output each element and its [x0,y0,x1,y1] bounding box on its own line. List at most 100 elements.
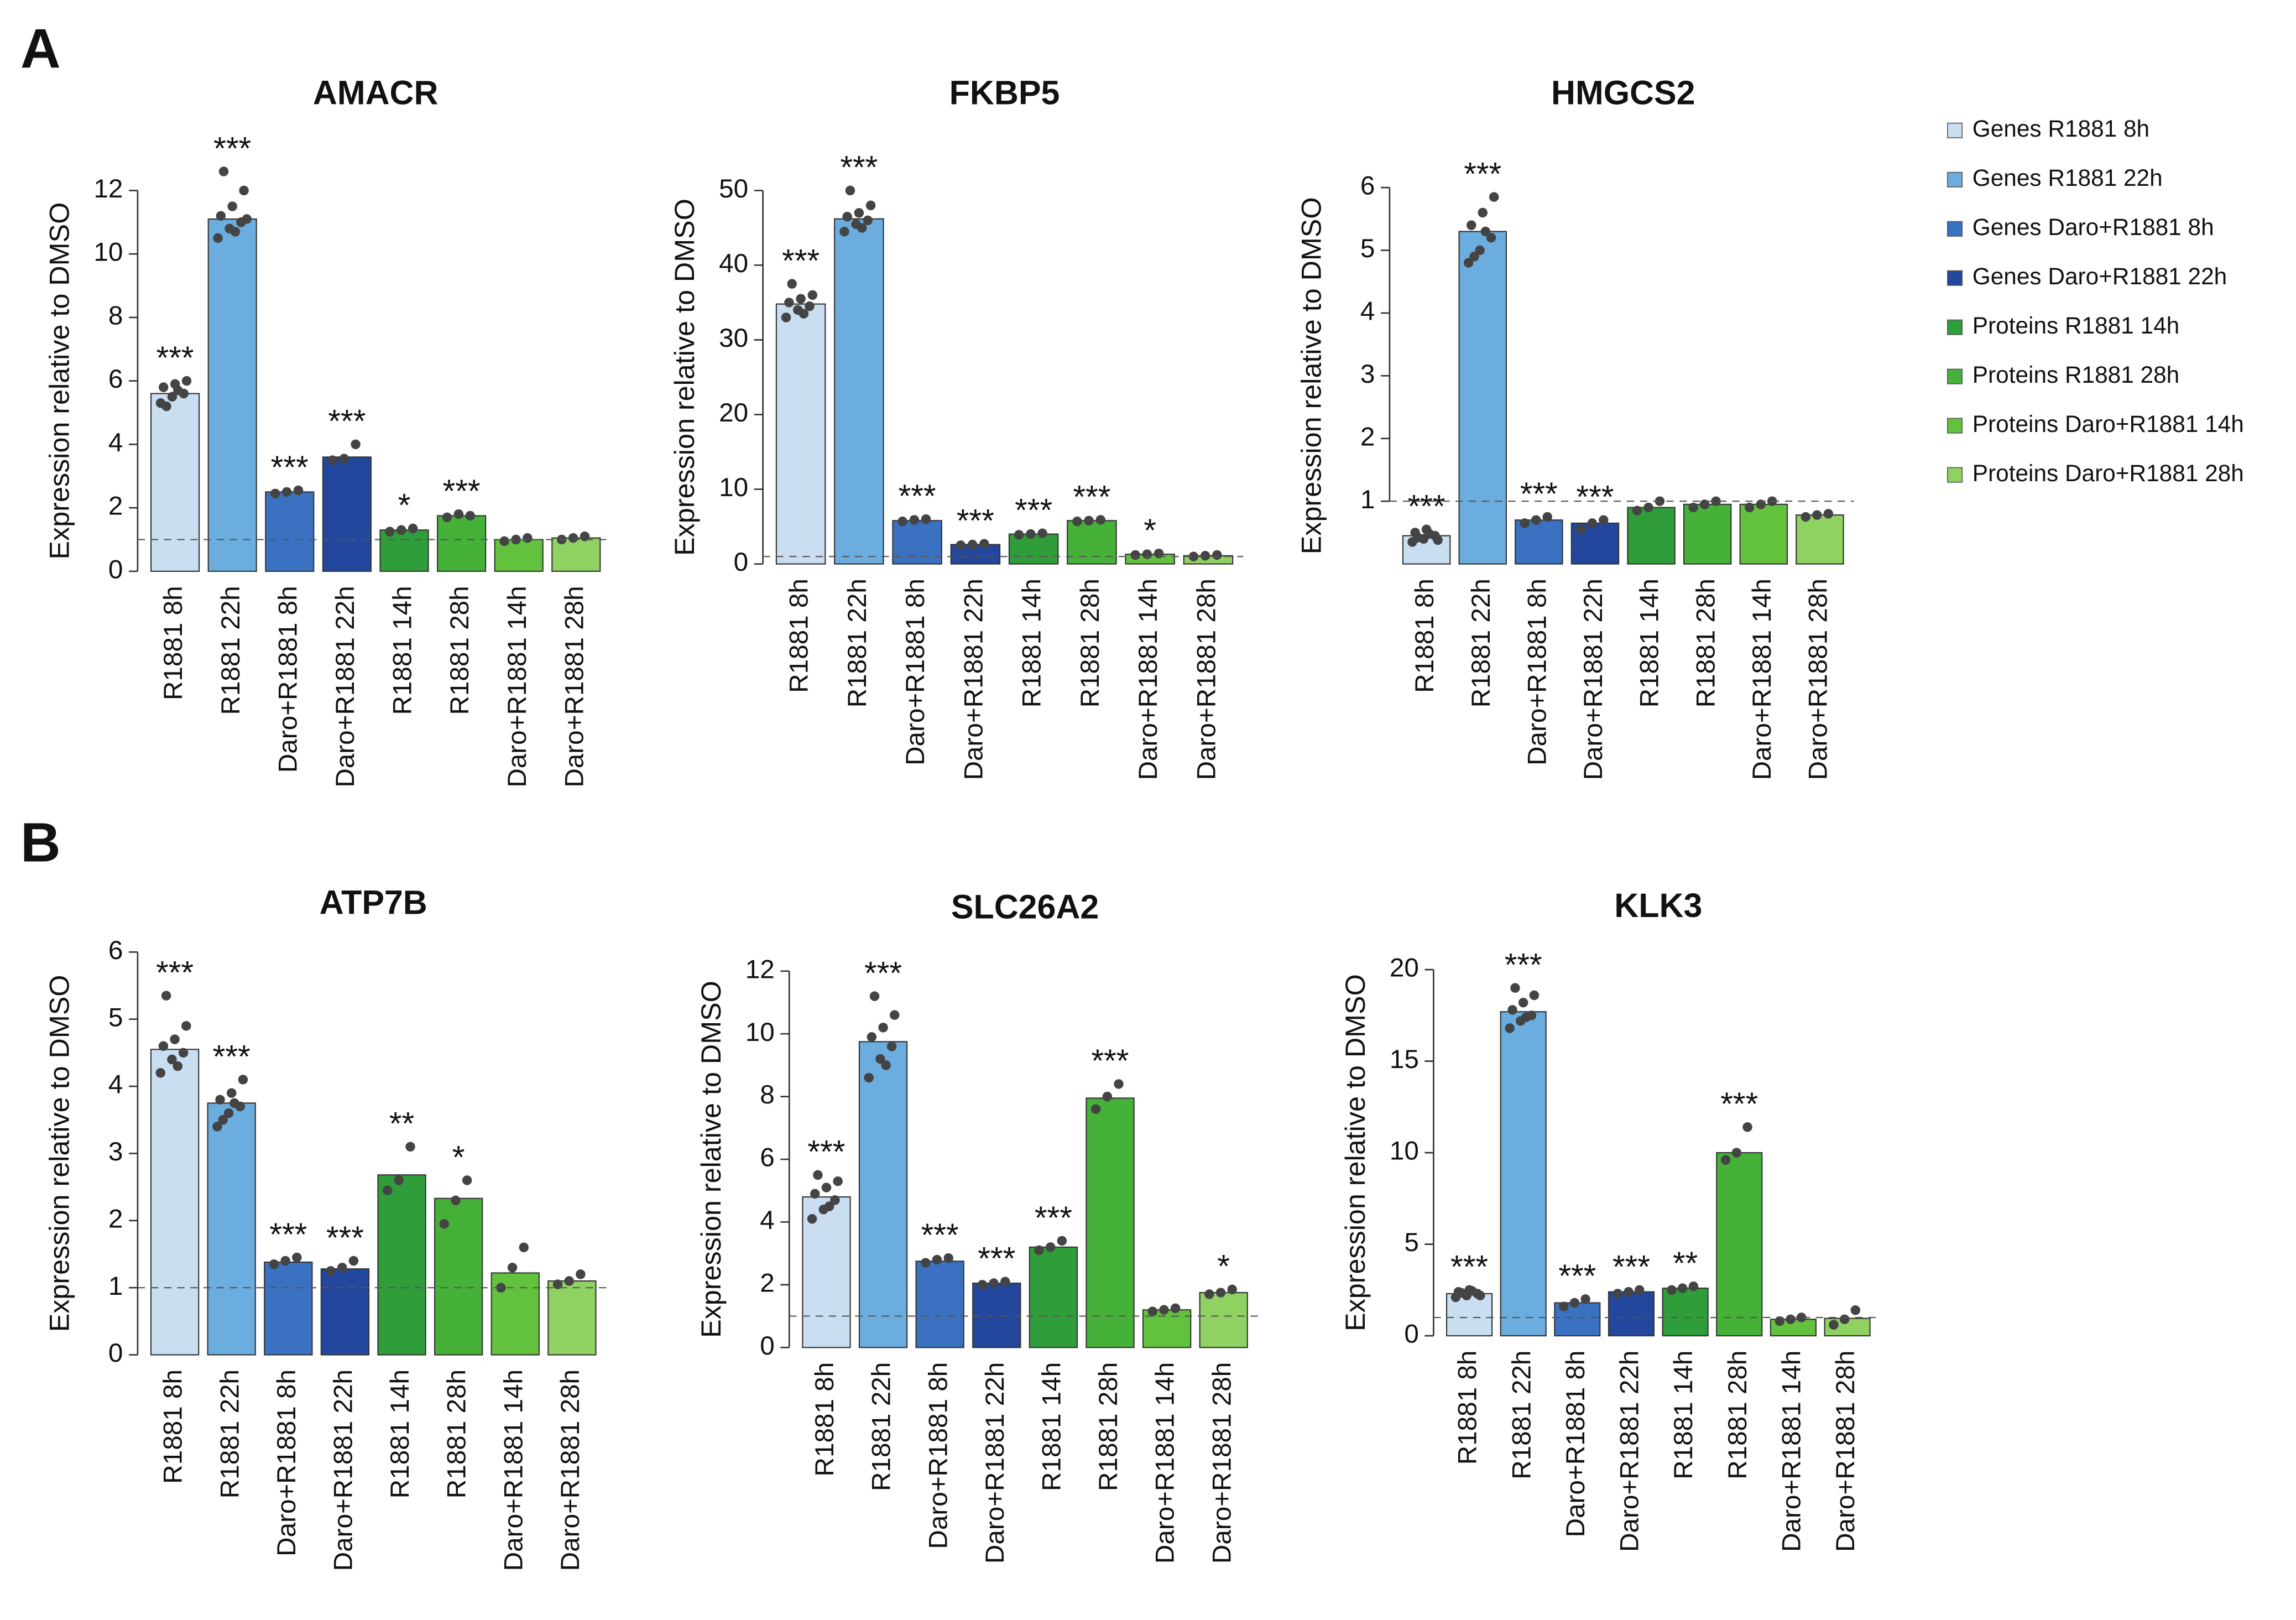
data-point [523,533,533,543]
x-tick-label: Daro+R1881 14h [503,586,532,787]
bar [322,456,372,572]
data-point [1424,529,1434,539]
data-point [830,1195,840,1205]
bar [547,1280,597,1356]
legend-label: Genes Daro+R1881 22h [1973,263,2227,289]
x-tick-label: R1881 8h [810,1362,839,1477]
data-point [1090,1104,1101,1114]
data-point [943,1253,953,1263]
x-tick-label: Daro+R1881 8h [901,579,930,765]
significance: *** [271,450,309,486]
data-point [394,1175,404,1185]
data-point [857,223,867,233]
data-point [280,1256,290,1266]
data-point [270,488,280,499]
panel-label: A [20,18,61,80]
x-tick-label: R1881 22h [1467,579,1496,707]
data-point [408,523,418,534]
x-tick-label: R1881 8h [1453,1351,1483,1465]
data-point [845,185,855,196]
data-point [781,312,791,322]
significance: *** [957,503,994,539]
legend-label: Proteins R1881 14h [1973,312,2179,338]
data-point [1507,1005,1517,1015]
x-tick-label: R1881 28h [1723,1351,1752,1480]
data-point [1489,192,1499,202]
data-point [496,1283,506,1293]
significance: *** [328,404,366,440]
y-tick-label: 5 [108,1003,123,1032]
data-point [1796,1312,1807,1322]
data-point [453,509,464,519]
y-tick-label: 4 [108,1070,123,1100]
significance: *** [269,1217,307,1253]
x-tick-label: Daro+R1881 22h [1579,579,1608,780]
data-point [215,1095,225,1105]
legend-swatch [1947,418,1963,434]
data-point [396,525,406,535]
data-point [216,211,226,221]
data-point [568,533,578,543]
data-point [989,1278,999,1288]
data-point [238,1075,248,1085]
data-point [839,226,849,237]
x-tick-label: R1881 14h [1017,579,1047,707]
data-point [223,1108,234,1118]
data-point [1215,1288,1226,1298]
data-point [1212,550,1222,560]
x-tick-label: Daro+R1881 14h [1151,1362,1180,1564]
data-point [1057,1236,1067,1246]
x-tick-label: Daro+R1881 14h [1134,579,1163,780]
significance: * [1217,1249,1230,1285]
data-point [230,227,241,237]
significance: *** [1576,480,1614,515]
bar [437,515,487,572]
data-point [979,539,989,549]
significance: *** [1505,947,1542,983]
significance: * [1144,513,1156,549]
x-tick-label: Daro+R1881 22h [980,1362,1010,1564]
data-point [242,214,252,224]
bar [1086,1097,1135,1348]
y-tick-label: 6 [108,936,123,965]
data-point [1731,1148,1742,1158]
data-point [1521,1012,1531,1022]
data-point [821,1183,832,1192]
x-tick-label: R1881 14h [385,1369,415,1498]
data-point [878,1023,888,1033]
legend-swatch [1947,171,1963,187]
data-point [1000,1277,1010,1286]
data-point [1467,220,1476,230]
data-point [348,1256,359,1266]
panel-label: B [20,811,61,873]
data-point [1520,518,1530,528]
bar [207,1102,256,1356]
x-tick-label: R1881 22h [215,1369,244,1498]
y-tick-label: 12 [93,174,123,204]
significance: *** [899,478,936,514]
x-tick-label: Daro+R1881 14h [499,1369,528,1571]
y-tick-label: 0 [1404,1320,1419,1349]
y-tick-label: 8 [760,1080,775,1109]
x-tick-label: Daro+R1881 8h [923,1362,953,1549]
data-point [226,1088,237,1098]
data-point [799,309,809,319]
bar [1739,503,1788,565]
bar [150,1049,200,1356]
data-point [1475,1290,1485,1301]
significance: *** [921,1217,959,1253]
data-point [385,527,395,536]
y-tick-label: 0 [760,1331,775,1361]
y-tick-label: 5 [1404,1228,1419,1257]
data-point [351,439,361,450]
significance: *** [1073,479,1110,515]
significance: *** [1720,1086,1758,1122]
data-point [1711,496,1721,506]
y-tick-label: 2 [108,1204,123,1233]
data-point [1456,1288,1467,1298]
legend-label: Genes R1881 8h [1973,116,2149,142]
data-point [1829,1320,1839,1330]
data-point [1699,499,1710,509]
data-point [158,382,169,392]
